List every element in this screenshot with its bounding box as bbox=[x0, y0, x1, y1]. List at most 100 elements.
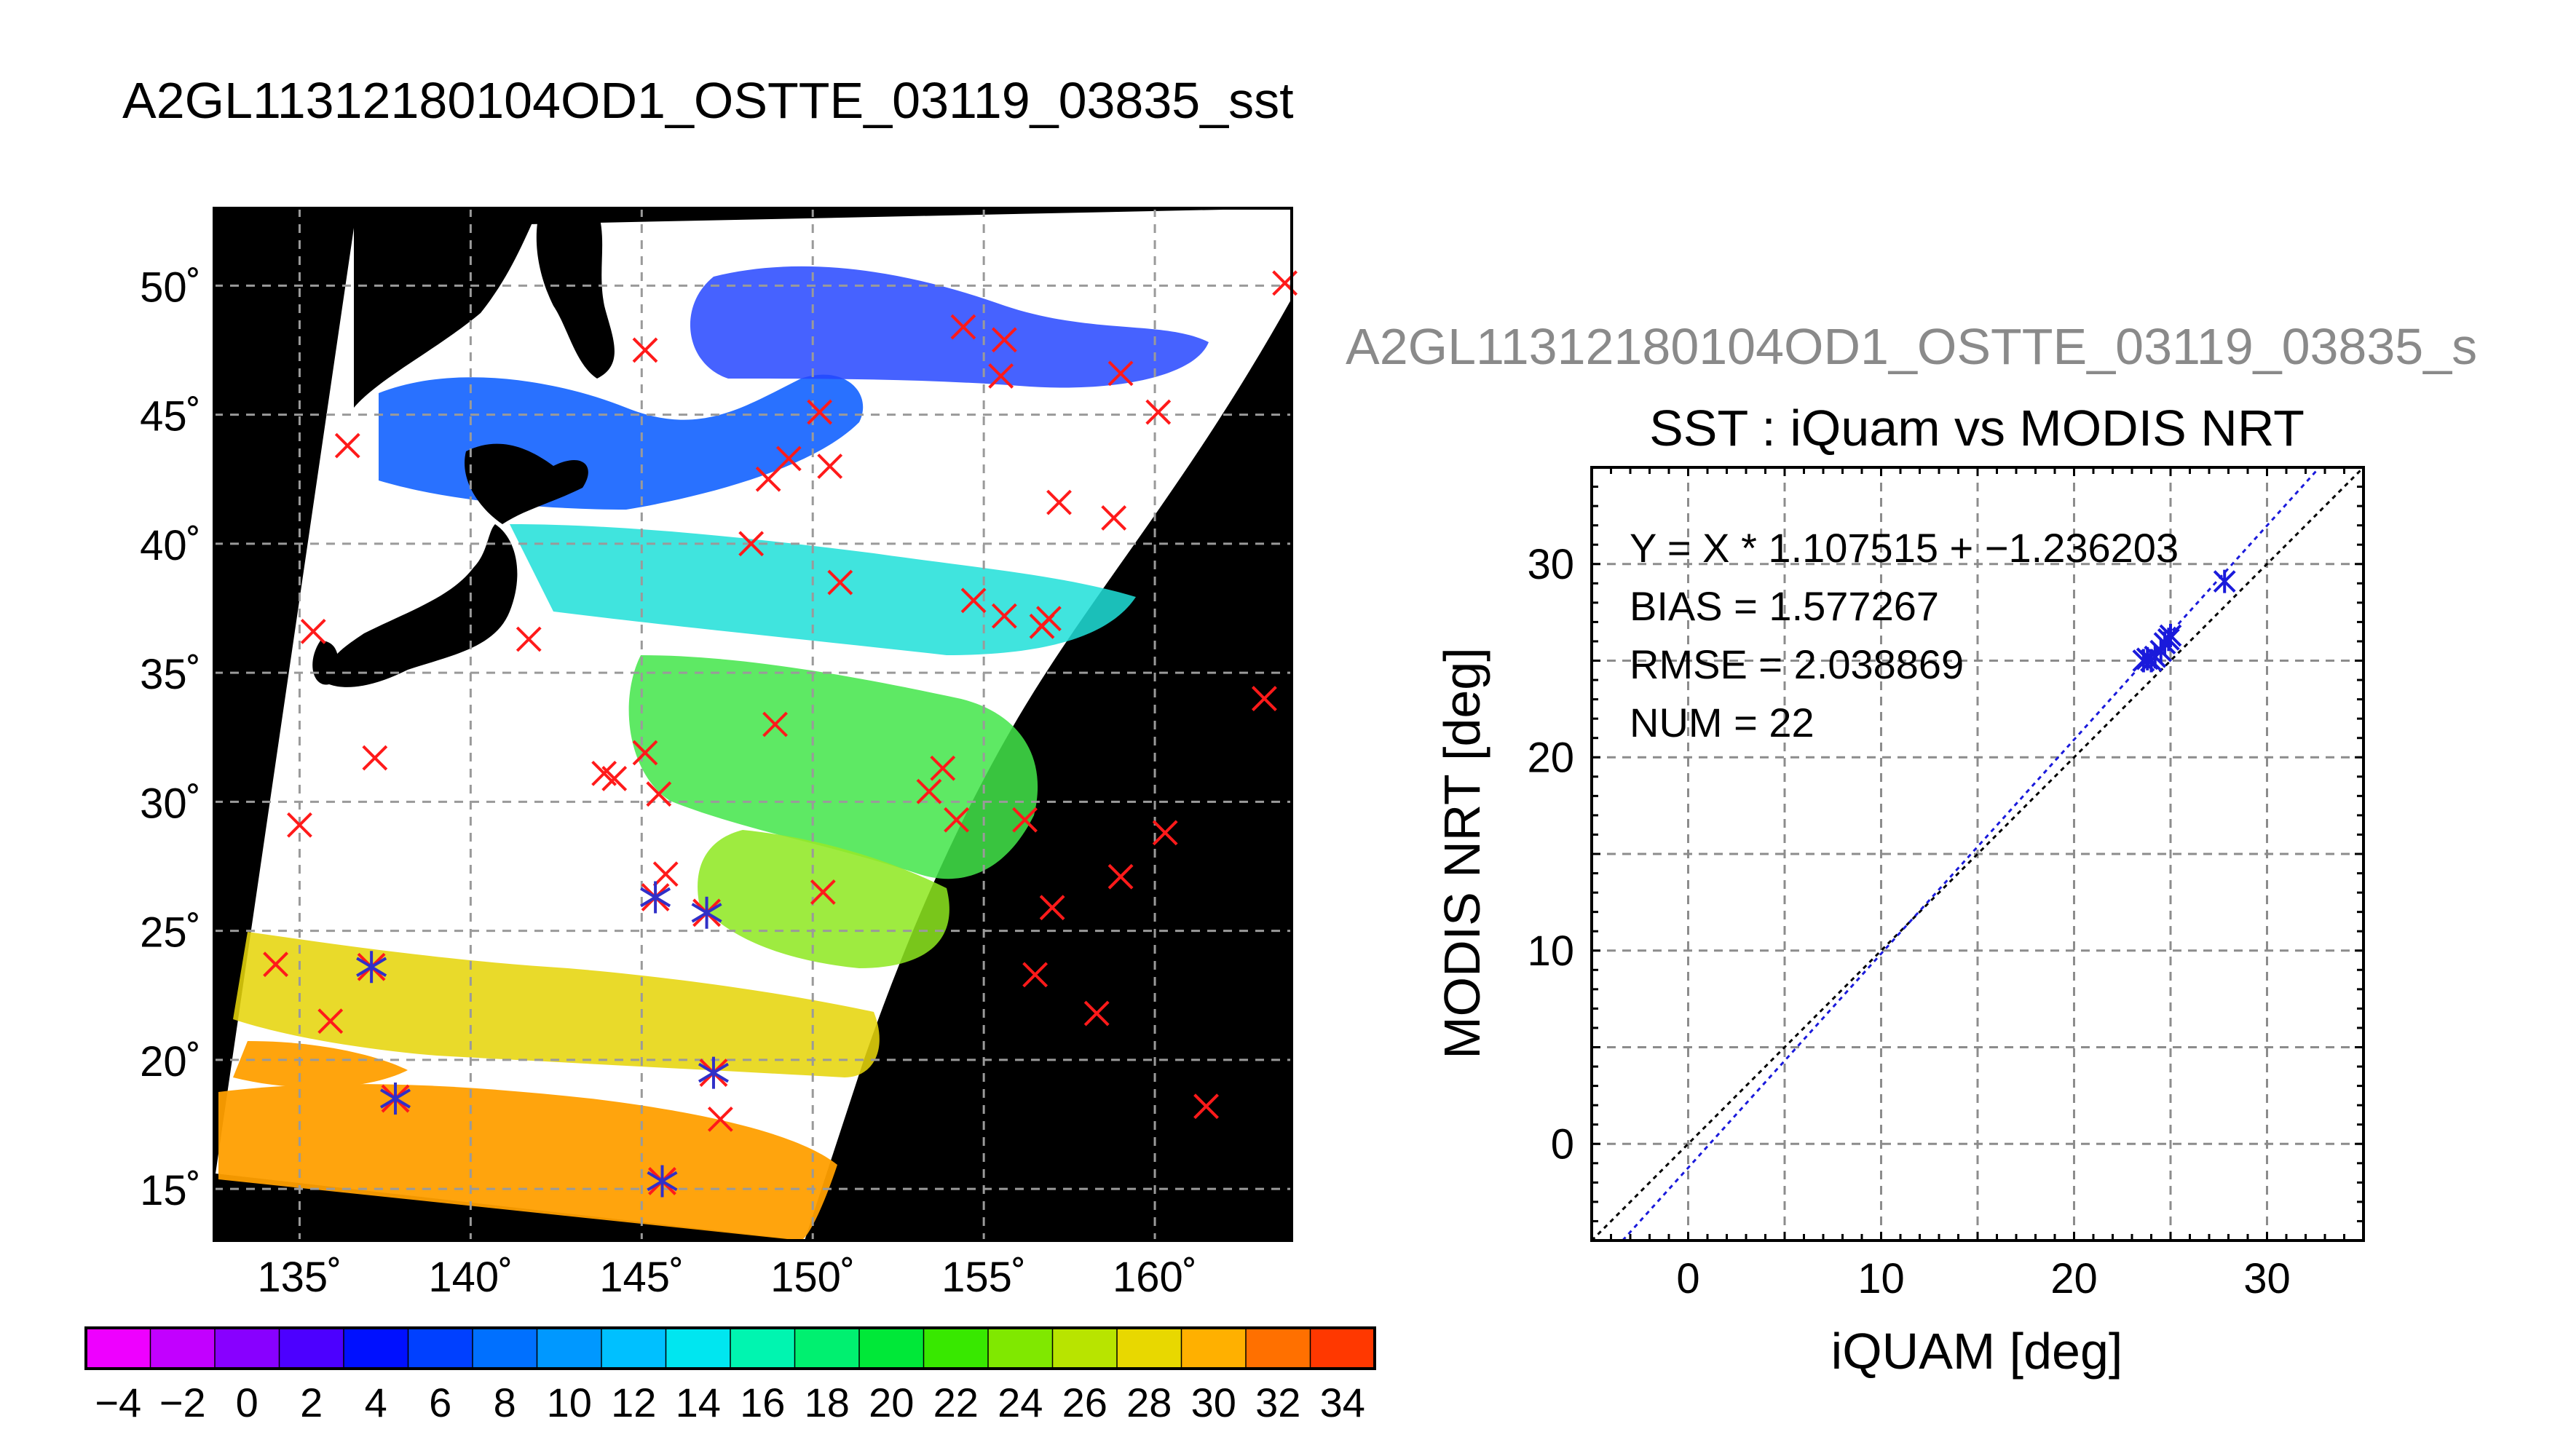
colorbar-tick-label: 20 bbox=[869, 1380, 914, 1425]
unmatched-marker bbox=[516, 626, 542, 652]
unmatched-marker bbox=[1193, 1093, 1219, 1120]
unmatched-marker bbox=[1145, 399, 1172, 425]
scatter-x-tick-label: 30 bbox=[2243, 1255, 2291, 1302]
scatter-point bbox=[2159, 623, 2182, 647]
sst-map-panel: 15˚ 20˚ 25˚ 30˚ 35˚ 40˚ 45˚ 50˚ 135˚ 140˚ 145˚ 150… bbox=[140, 207, 1298, 1301]
colorbar-cell bbox=[215, 1328, 280, 1369]
unmatched-marker bbox=[817, 454, 843, 479]
unmatched-marker bbox=[991, 327, 1017, 353]
scatter-y-axis-label: MODIS NRT [deg] bbox=[1434, 647, 1490, 1059]
sst-patch-orange bbox=[218, 1084, 837, 1241]
map-lat-label: 15˚ bbox=[140, 1167, 201, 1214]
scatter-gridlines bbox=[1590, 466, 2365, 1242]
sst-patch-blue-far-north bbox=[690, 266, 1209, 388]
scatter-x-tick-label: 10 bbox=[1857, 1255, 1905, 1302]
unmatched-marker bbox=[317, 1008, 344, 1034]
sst-patch-orange-2 bbox=[233, 1041, 408, 1088]
scatter-y-tick-label: 10 bbox=[1527, 927, 1574, 975]
colorbar-cell bbox=[666, 1328, 731, 1369]
sst-patch-green bbox=[628, 655, 1038, 879]
map-lat-label: 50˚ bbox=[140, 264, 201, 311]
scatter-reference-lines bbox=[1590, 466, 2365, 1242]
colorbar-cell bbox=[1181, 1328, 1247, 1369]
colorbar-tick-label: −2 bbox=[159, 1380, 206, 1425]
unmatched-marker bbox=[632, 337, 658, 363]
unmatched-marker bbox=[334, 432, 360, 459]
land-mask bbox=[214, 208, 615, 687]
colorbar-tick-label: 32 bbox=[1255, 1380, 1300, 1425]
colorbar-cell bbox=[537, 1328, 602, 1369]
scatter-point bbox=[2213, 569, 2236, 593]
unmatched-marker bbox=[1029, 613, 1055, 639]
matched-marker bbox=[698, 1056, 729, 1089]
unmatched-marker bbox=[1101, 505, 1127, 531]
scatter-y-tick-label: 20 bbox=[1527, 734, 1574, 781]
scatter-x-axis-label: iQUAM [deg] bbox=[1831, 1323, 2123, 1380]
colorbar-tick-label: −4 bbox=[95, 1380, 141, 1425]
map-longitude-labels: 135˚ 140˚ 145˚ 150˚ 155˚ 160˚ bbox=[257, 1254, 1197, 1301]
map-lon-label: 150˚ bbox=[770, 1254, 855, 1301]
unmatched-marker bbox=[960, 587, 987, 614]
map-lat-label: 35˚ bbox=[140, 651, 201, 698]
right-panel-title: A2GL11312180104OD1_OSTTE_03119_03835_s bbox=[1346, 318, 2477, 375]
unmatched-marker bbox=[646, 781, 672, 807]
unmatched-marker bbox=[707, 1106, 733, 1132]
colorbar-cell bbox=[1117, 1328, 1182, 1369]
colorbar-cell bbox=[1052, 1328, 1118, 1369]
unmatched-marker bbox=[1039, 895, 1065, 921]
colorbar-cell bbox=[473, 1328, 537, 1369]
colorbar-tick-label: 28 bbox=[1126, 1380, 1172, 1425]
korea-land bbox=[218, 306, 312, 430]
unmatched-marker bbox=[991, 603, 1017, 629]
colorbar-tick-label: 4 bbox=[365, 1380, 387, 1425]
colorbar-cell bbox=[988, 1328, 1053, 1369]
colorbar-tick-label: 2 bbox=[300, 1380, 323, 1425]
unmatched-marker bbox=[1251, 686, 1277, 711]
scatter-y-tick-label: 0 bbox=[1551, 1120, 1574, 1168]
unmatched-marker bbox=[1083, 1000, 1110, 1026]
colorbar-tick-label: 8 bbox=[494, 1380, 516, 1425]
colorbar-cell bbox=[601, 1328, 666, 1369]
map-lat-label: 20˚ bbox=[140, 1038, 201, 1085]
colorbar-cells bbox=[86, 1328, 1375, 1369]
sst-patch-yellow bbox=[233, 932, 880, 1077]
colorbar-cell bbox=[408, 1328, 473, 1369]
unmatched-marker bbox=[1012, 807, 1038, 833]
colorbar: −4 −2 0 2 4 6 8 10 12 14 16 18 20 22 24 26 28 30 32 34 bbox=[84, 1326, 1376, 1425]
sakhalin-land bbox=[536, 208, 615, 379]
matched-marker bbox=[356, 951, 387, 984]
unmatched-marker bbox=[263, 951, 288, 978]
scatter-frame bbox=[1590, 466, 2365, 1242]
unmatched-marker bbox=[930, 755, 956, 781]
colorbar-cell bbox=[150, 1328, 216, 1369]
matched-marker bbox=[640, 881, 671, 914]
colorbar-cell bbox=[859, 1328, 924, 1369]
unmatched-marker bbox=[775, 446, 802, 472]
colorbar-tick-label: 26 bbox=[1062, 1380, 1107, 1425]
colorbar-cell bbox=[344, 1328, 408, 1369]
page-title: A2GL11312180104OD1_OSTTE_03119_03835_sst bbox=[122, 72, 1294, 129]
rmse-value: RMSE = 2.038869 bbox=[1630, 641, 1964, 687]
scatter-panel: SST : iQuam vs MODIS NRT 0 10 20 30 0 10 20 30… bbox=[1434, 400, 2365, 1380]
unmatched-marker bbox=[362, 745, 388, 771]
map-gridlines bbox=[214, 208, 1292, 1241]
unmatched-marker bbox=[762, 711, 788, 737]
map-frame bbox=[213, 207, 1293, 1242]
map-lon-label: 155˚ bbox=[941, 1254, 1026, 1301]
colorbar-tick-label: 6 bbox=[429, 1380, 451, 1425]
colorbar-cell bbox=[794, 1328, 860, 1369]
colorbar-tick-label: 22 bbox=[933, 1380, 979, 1425]
unmatched-marker bbox=[1107, 360, 1134, 387]
regression-line bbox=[1622, 466, 2321, 1242]
colorbar-cell bbox=[1310, 1328, 1375, 1369]
fit-statistics: Y = X * 1.107515 + −1.236203 BIAS = 1.57… bbox=[1630, 525, 2179, 745]
sst-patch-cyan bbox=[510, 524, 1136, 655]
map-latitude-labels: 15˚ 20˚ 25˚ 30˚ 35˚ 40˚ 45˚ 50˚ bbox=[140, 264, 201, 1214]
unmatched-marker bbox=[950, 314, 976, 340]
colorbar-cell bbox=[86, 1328, 151, 1369]
unmatched-marker bbox=[916, 778, 942, 804]
asia-mainland bbox=[214, 208, 539, 408]
unmatched-marker bbox=[988, 363, 1014, 389]
colorbar-tick-label: 34 bbox=[1320, 1380, 1365, 1425]
